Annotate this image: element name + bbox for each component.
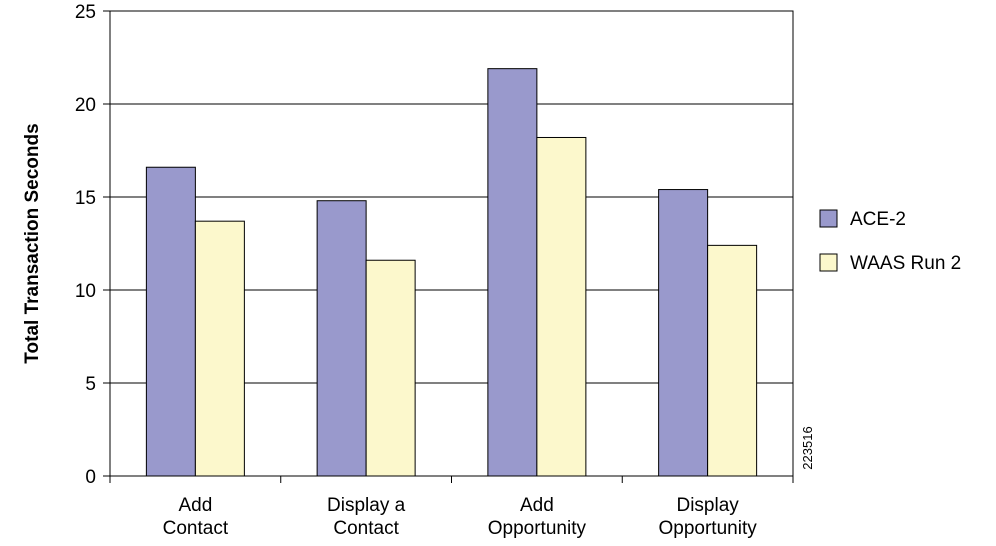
y-tick-label: 15 — [75, 188, 96, 209]
y-tick-label: 0 — [85, 467, 96, 488]
x-category-label: Add Opportunity — [488, 495, 587, 539]
bar-ace-2 — [316, 200, 367, 477]
y-axis-label: Total Transaction Seconds — [22, 123, 43, 363]
bar-waas-run-2 — [707, 244, 758, 477]
legend: ACE-2 WAAS Run 2 — [819, 209, 961, 274]
y-tick-label: 20 — [75, 95, 96, 116]
y-tick-label: 5 — [85, 374, 96, 395]
bar-ace-2 — [658, 189, 709, 477]
x-axis-categories: Add Contact Display a Contact Add Opportunity… — [109, 476, 794, 539]
legend-label: ACE-2 — [850, 209, 906, 230]
x-category-label: Display a Contact — [327, 495, 406, 539]
legend-label: WAAS Run 2 — [850, 253, 961, 274]
legend-swatch — [819, 209, 838, 228]
bar-waas-run-2 — [365, 259, 416, 477]
y-tick-label: 25 — [75, 2, 96, 23]
y-axis-ticks: 0 5 10 15 20 25 — [75, 2, 110, 488]
bar-waas-run-2 — [536, 136, 587, 477]
bar-ace-2 — [487, 68, 538, 477]
figure-id: 223516 — [800, 426, 815, 469]
x-category-label: Add Contact — [163, 495, 229, 539]
legend-swatch — [819, 253, 838, 272]
x-category-label: Display Opportunity — [659, 495, 758, 539]
bar-waas-run-2 — [194, 220, 245, 477]
y-tick-label: 10 — [75, 281, 96, 302]
bar-ace-2 — [145, 166, 196, 477]
bars — [145, 68, 758, 477]
